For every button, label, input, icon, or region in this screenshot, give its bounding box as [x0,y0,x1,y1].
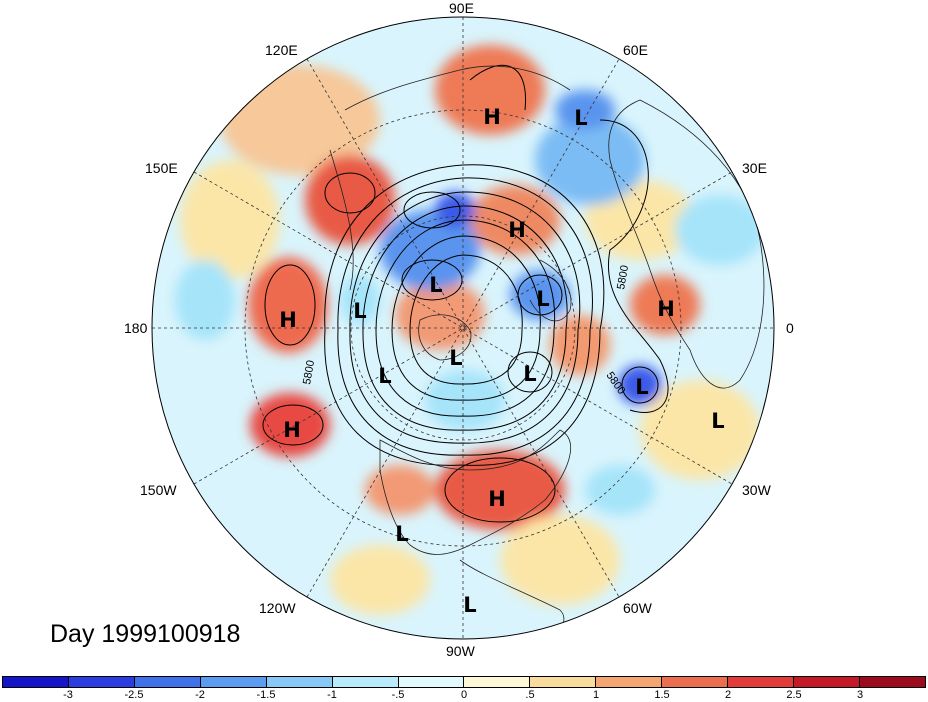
colorbar-tick-label: 3 [856,689,864,701]
colorbar-tick-label: 2 [724,689,732,701]
low-center: L [574,106,587,130]
colorbar-segment [859,677,925,687]
map-boundary [151,16,775,640]
colorbar-segment [464,677,531,687]
colorbar-tick-label: -2.5 [124,689,144,701]
colorbar-tick-label: -3 [63,689,73,701]
colorbar-segment [398,677,465,687]
colorbar-segment [596,677,663,687]
colorbar [2,676,926,688]
low-center: L [449,346,462,370]
lon-label-120w: 120W [259,600,296,616]
plot-title: Day 1999100918 [50,620,241,648]
lon-label-90w: 90W [446,643,475,659]
colorbar-segment [332,677,399,687]
colorbar-segment [728,677,795,687]
colorbar-segment [794,677,860,687]
high-center: H [483,105,501,129]
high-center: H [279,308,297,332]
low-center: L [463,593,476,617]
colorbar-segment [662,677,729,687]
low-center: L [523,362,536,386]
pressure-centers: H L H L L L H H L L L L L H H L L [279,105,724,617]
high-center: H [657,297,675,321]
high-center: H [508,218,526,242]
colorbar-segment [530,677,597,687]
low-center: L [353,299,366,323]
low-center: L [536,287,549,311]
high-center: H [283,418,301,442]
colorbar-segment [68,677,135,687]
low-center: L [395,522,408,546]
colorbar-tick-label: -1 [327,689,337,701]
colorbar-segment [134,677,201,687]
lon-label-150e: 150E [145,160,178,176]
lon-label-120e: 120E [265,42,298,58]
colorbar-tick-label: -1.5 [256,689,276,701]
contour-label-5800: 5800 [615,264,631,290]
colorbar-tick-label: 1 [592,689,600,701]
low-center: L [635,375,648,399]
lon-label-0: 0 [786,320,794,336]
colorbar-tick-label: -2 [195,689,205,701]
colorbar-segment [200,677,267,687]
contour-label-5800: 5800 [301,359,317,385]
colorbar-tick-label: -.5 [391,689,405,701]
low-center: L [429,273,442,297]
lon-label-150w: 150W [140,482,177,498]
low-center: L [378,364,391,388]
colorbar-tick-label: 0 [460,689,468,701]
colorbar-tick-label: 2.5 [786,689,802,701]
lon-label-60e: 60E [623,42,648,58]
lon-label-60w: 60W [623,600,652,616]
high-center: H [488,487,506,511]
lon-label-30e: 30E [742,160,767,176]
low-center: L [711,409,724,433]
anomaly-shading [152,17,774,639]
colorbar-segment [3,677,69,687]
lon-label-180: 180 [124,320,148,336]
colorbar-tick-label: .5 [525,689,535,701]
lon-label-30w: 30W [742,482,771,498]
lon-label-90e: 90E [449,0,474,16]
colorbar-tick-label: 1.5 [654,689,670,701]
colorbar-segment [266,677,333,687]
graticule [152,17,774,639]
